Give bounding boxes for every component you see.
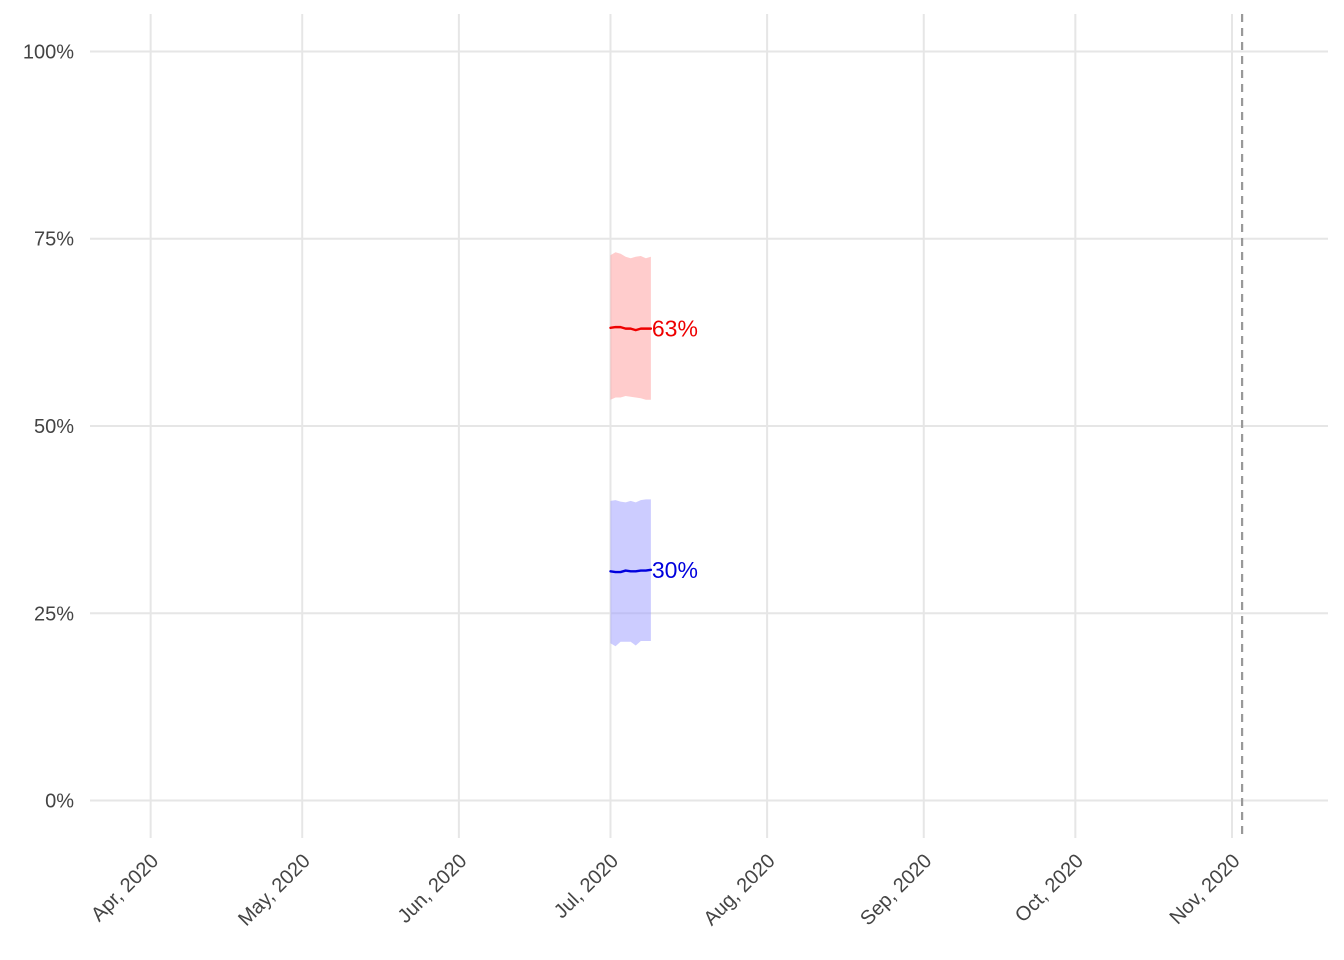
series-end-label: 63% [652,316,698,342]
y-tick-label: 50% [34,416,74,438]
x-tick-label: Jul, 2020 [550,850,623,923]
confidence-band [610,499,651,647]
x-tick-label: Oct, 2020 [1011,850,1088,927]
y-tick-label: 100% [23,41,74,63]
y-tick-label: 25% [34,603,74,625]
x-tick-label: Nov, 2020 [1166,850,1245,929]
x-tick-label: Jun, 2020 [394,850,472,928]
y-tick-label: 75% [34,229,74,251]
confidence-band [610,252,651,400]
axis-layer: 0% 25% 50% 75% 100% Apr, 2020 May, 2020 Jun, 20… [23,41,1245,930]
line-layer [609,325,653,574]
label-layer: 63% 30% [652,316,698,583]
x-tick-label: Sep, 2020 [856,850,936,930]
trend-line [609,325,653,332]
trend-line [609,568,653,574]
x-tick-label: May, 2020 [234,850,315,931]
x-tick-label: Aug, 2020 [700,850,780,930]
series-end-label: 30% [652,557,698,583]
y-tick-label: 0% [45,791,74,813]
grid-layer [90,14,1328,838]
band-layer [610,252,651,647]
x-tick-label: Apr, 2020 [87,850,163,926]
